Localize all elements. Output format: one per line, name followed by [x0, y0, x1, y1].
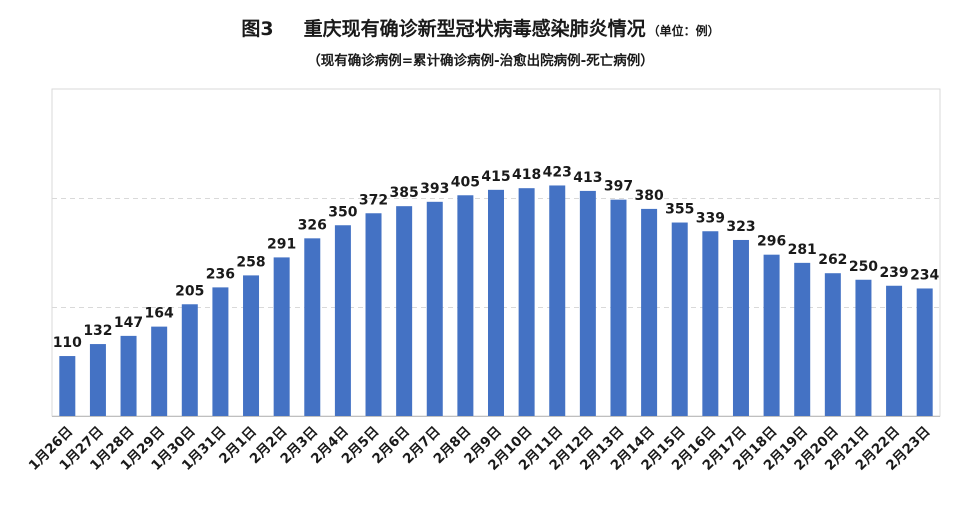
bar [304, 238, 321, 416]
data-label: 234 [910, 267, 939, 283]
bar [855, 279, 872, 416]
data-label: 393 [420, 181, 449, 197]
data-label: 236 [206, 266, 235, 282]
chart-subtitle: （现有确诊病例=累计确诊病例-治愈出院病例-死亡病例） [307, 53, 654, 69]
bar [181, 304, 198, 416]
data-label: 110 [53, 335, 82, 351]
data-label: 350 [328, 204, 357, 220]
data-label: 326 [298, 217, 327, 233]
bar [59, 356, 76, 416]
data-label: 262 [818, 252, 847, 268]
bar [89, 344, 106, 416]
data-label: 205 [175, 283, 204, 299]
chart-title-row: 图3 重庆现有确诊新型冠状病毒感染肺炎情况 （单位：例） [0, 14, 961, 41]
bar [610, 199, 627, 416]
data-label: 355 [665, 202, 694, 218]
bar [794, 262, 811, 416]
data-label: 291 [267, 236, 296, 252]
bar [671, 222, 688, 416]
bar [396, 206, 413, 416]
bar [426, 201, 443, 416]
data-label: 239 [879, 265, 908, 281]
data-label: 415 [481, 169, 510, 185]
bar [120, 335, 137, 416]
data-label: 296 [757, 234, 786, 250]
bar [886, 285, 903, 416]
data-label: 405 [451, 174, 480, 190]
data-label: 258 [236, 254, 265, 270]
data-label: 418 [512, 167, 541, 183]
bar [243, 275, 260, 416]
bar [579, 190, 596, 416]
chart-title: 重庆现有确诊新型冠状病毒感染肺炎情况 [303, 18, 646, 40]
data-label: 385 [390, 185, 419, 201]
data-label: 413 [573, 170, 602, 186]
data-label: 250 [849, 259, 878, 275]
bar [488, 189, 504, 416]
data-label: 372 [359, 192, 388, 208]
bar [334, 225, 351, 416]
data-label: 147 [114, 315, 143, 331]
bar [641, 208, 658, 416]
unit-note: （单位：例） [647, 24, 720, 38]
bar [518, 188, 535, 416]
figure-label: 图3 [241, 18, 274, 40]
bar [212, 287, 229, 416]
bar [273, 257, 290, 416]
data-label: 164 [145, 306, 174, 322]
bar [457, 195, 474, 416]
bar [151, 326, 168, 416]
data-label: 380 [634, 188, 663, 204]
data-label: 339 [696, 210, 725, 226]
data-label: 132 [83, 323, 112, 339]
bar [763, 254, 780, 416]
bar [824, 273, 841, 416]
bar [549, 185, 566, 416]
data-label: 397 [604, 179, 633, 195]
bar [732, 239, 749, 416]
bar [702, 231, 719, 416]
data-label: 423 [543, 164, 572, 180]
bar [916, 288, 933, 416]
data-label: 323 [726, 219, 755, 235]
data-label: 281 [788, 242, 817, 258]
bar [365, 213, 382, 416]
